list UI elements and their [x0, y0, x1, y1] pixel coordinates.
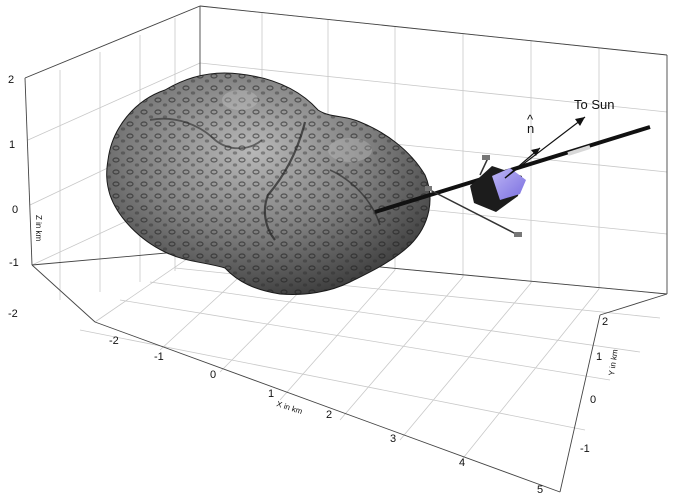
y-tick: 0 [590, 394, 596, 406]
lander-leg-1 [429, 189, 521, 237]
normal-hat-label: ^ [527, 112, 534, 127]
z-tick: 1 [9, 139, 15, 151]
y-tick: 1 [596, 351, 602, 363]
x-tick: -2 [109, 335, 119, 347]
x-axis: -2 -1 0 1 2 3 4 5 X in km [109, 335, 543, 496]
solar-array-boom [374, 125, 651, 214]
z-tick: -1 [9, 257, 19, 269]
x-tick: 4 [459, 457, 465, 469]
y-tick: -1 [580, 443, 590, 455]
sun-vector-arrow [504, 116, 586, 179]
z-tick: -2 [8, 308, 18, 320]
y-tick: 2 [602, 316, 608, 328]
x-axis-label: X in km [275, 399, 303, 416]
x-tick: 5 [537, 484, 543, 496]
z-tick: 0 [12, 204, 18, 216]
x-tick: -1 [154, 351, 164, 363]
lander-foot-2 [482, 155, 490, 160]
spacecraft [374, 116, 651, 237]
y-axis-label: Y in km [607, 348, 620, 376]
normal-vector-label: n [527, 121, 534, 136]
z-axis: 2 1 0 -1 -2 Z in km [8, 74, 43, 320]
to-sun-label: To Sun [574, 97, 614, 112]
y-axis: 2 1 0 -1 Y in km [580, 316, 620, 455]
x-tick: 0 [210, 369, 216, 381]
lander-foot-1 [514, 232, 522, 237]
x-tick: 2 [326, 409, 332, 421]
lander-leg-2 [479, 157, 489, 176]
boom-highlight [567, 145, 591, 156]
z-axis-label: Z in km [34, 215, 43, 242]
x-tick: 3 [390, 433, 396, 445]
lander-foot-3 [425, 186, 432, 191]
spacecraft-face [492, 168, 526, 200]
z-tick: 2 [8, 74, 14, 86]
comet-nucleus [106, 72, 431, 295]
x-tick: 1 [268, 388, 274, 400]
